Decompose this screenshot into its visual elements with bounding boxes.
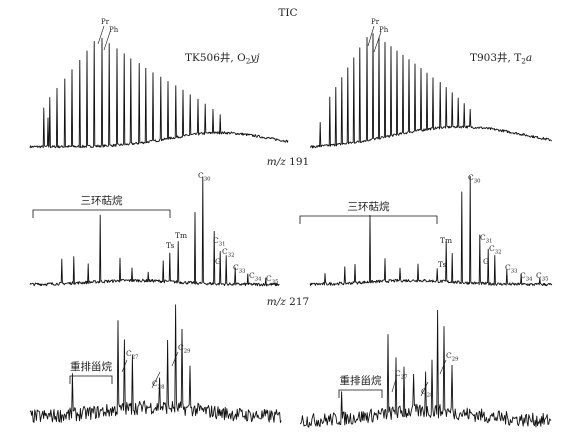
well-label-right: T903井, T2a (470, 51, 532, 66)
mz217-leader-left-2 (171, 351, 179, 367)
pr-label-right: Pr (371, 18, 380, 26)
mz191-peak-label-right-8: C35 (536, 271, 548, 283)
tricyclic-bracket-left (32, 209, 171, 218)
mz217-leader-right-1 (420, 381, 429, 397)
mz217-peak-label-left-0: C27 (126, 349, 138, 361)
mz191-peak-label-left-1: Tm (175, 231, 187, 240)
ph-leader-left (103, 31, 111, 51)
ph-label-left: Ph (109, 26, 119, 34)
diasterane-label-left: 重排甾烷 (70, 360, 112, 373)
mz191-peak-label-right-5: G (483, 257, 489, 266)
pr-label-left: Pr (101, 18, 110, 26)
mz191-peak-label-left-0: C30 (198, 171, 210, 183)
mz217-peak-label-left-2: C29 (178, 343, 190, 355)
mz191-peak-label-right-3: C31 (480, 233, 492, 245)
mz217-trace-right (299, 309, 552, 428)
diasterane-bracket-right (338, 389, 383, 398)
pr-leader-left (97, 25, 105, 45)
mz191-peak-label-left-7: C34 (249, 271, 262, 283)
mz191-peak-label-left-4: C32 (222, 247, 234, 259)
mz191-trace-right (309, 176, 553, 287)
panel-title-mz217: m/z 217 (267, 296, 309, 308)
mz217-trace-left (29, 304, 282, 423)
tricyclic-label-left: 三环萜烷 (81, 194, 123, 207)
mz191-peak-label-right-0: C30 (468, 173, 480, 185)
ph-label-right: Ph (379, 26, 389, 34)
mz191-peak-label-left-5: G (215, 257, 221, 266)
tricyclic-bracket-right (299, 215, 438, 224)
tricyclic-label-right: 三环萜烷 (348, 200, 390, 213)
mz217-leader-right-0 (391, 378, 397, 393)
ph-leader-right (373, 31, 382, 53)
mz217-peak-label-right-0: C27 (395, 369, 407, 381)
mz191-peak-label-right-4: C32 (489, 244, 501, 256)
mz217-leader-right-2 (439, 359, 447, 375)
panel-title-mz191: m/z 191 (267, 156, 309, 168)
pr-leader-right (367, 25, 375, 47)
diasterane-bracket-left (69, 375, 113, 384)
mz217-peak-label-right-2: C29 (446, 351, 458, 363)
diasterane-label-right: 重排甾烷 (340, 374, 382, 387)
mz217-leader-left-1 (151, 371, 161, 389)
mz191-trace-left (29, 176, 280, 287)
mz191-peak-label-right-2: Ts (438, 260, 446, 269)
mz217-peak-label-right-1: C28 (421, 387, 433, 399)
mz191-peak-label-left-2: Ts (166, 241, 174, 250)
mz191-peak-label-right-7: C34 (520, 271, 533, 283)
tic-trace-right (309, 33, 553, 149)
mz191-peak-label-right-6: C33 (505, 263, 517, 275)
mz191-peak-label-left-6: C33 (233, 263, 245, 275)
mz191-peak-label-left-3: C31 (213, 236, 225, 248)
tic-trace-left (29, 37, 289, 149)
mz191-peak-label-right-1: Tm (440, 236, 452, 245)
panel-title-tic: TIC (278, 7, 297, 19)
mz217-peak-label-left-1: C28 (152, 379, 164, 391)
chromatogram-traces (29, 33, 553, 428)
well-label-left: TK506井, O2yj (185, 51, 260, 66)
mz217-leader-left-0 (121, 359, 128, 373)
mz191-peak-label-left-8: C35 (266, 274, 278, 286)
